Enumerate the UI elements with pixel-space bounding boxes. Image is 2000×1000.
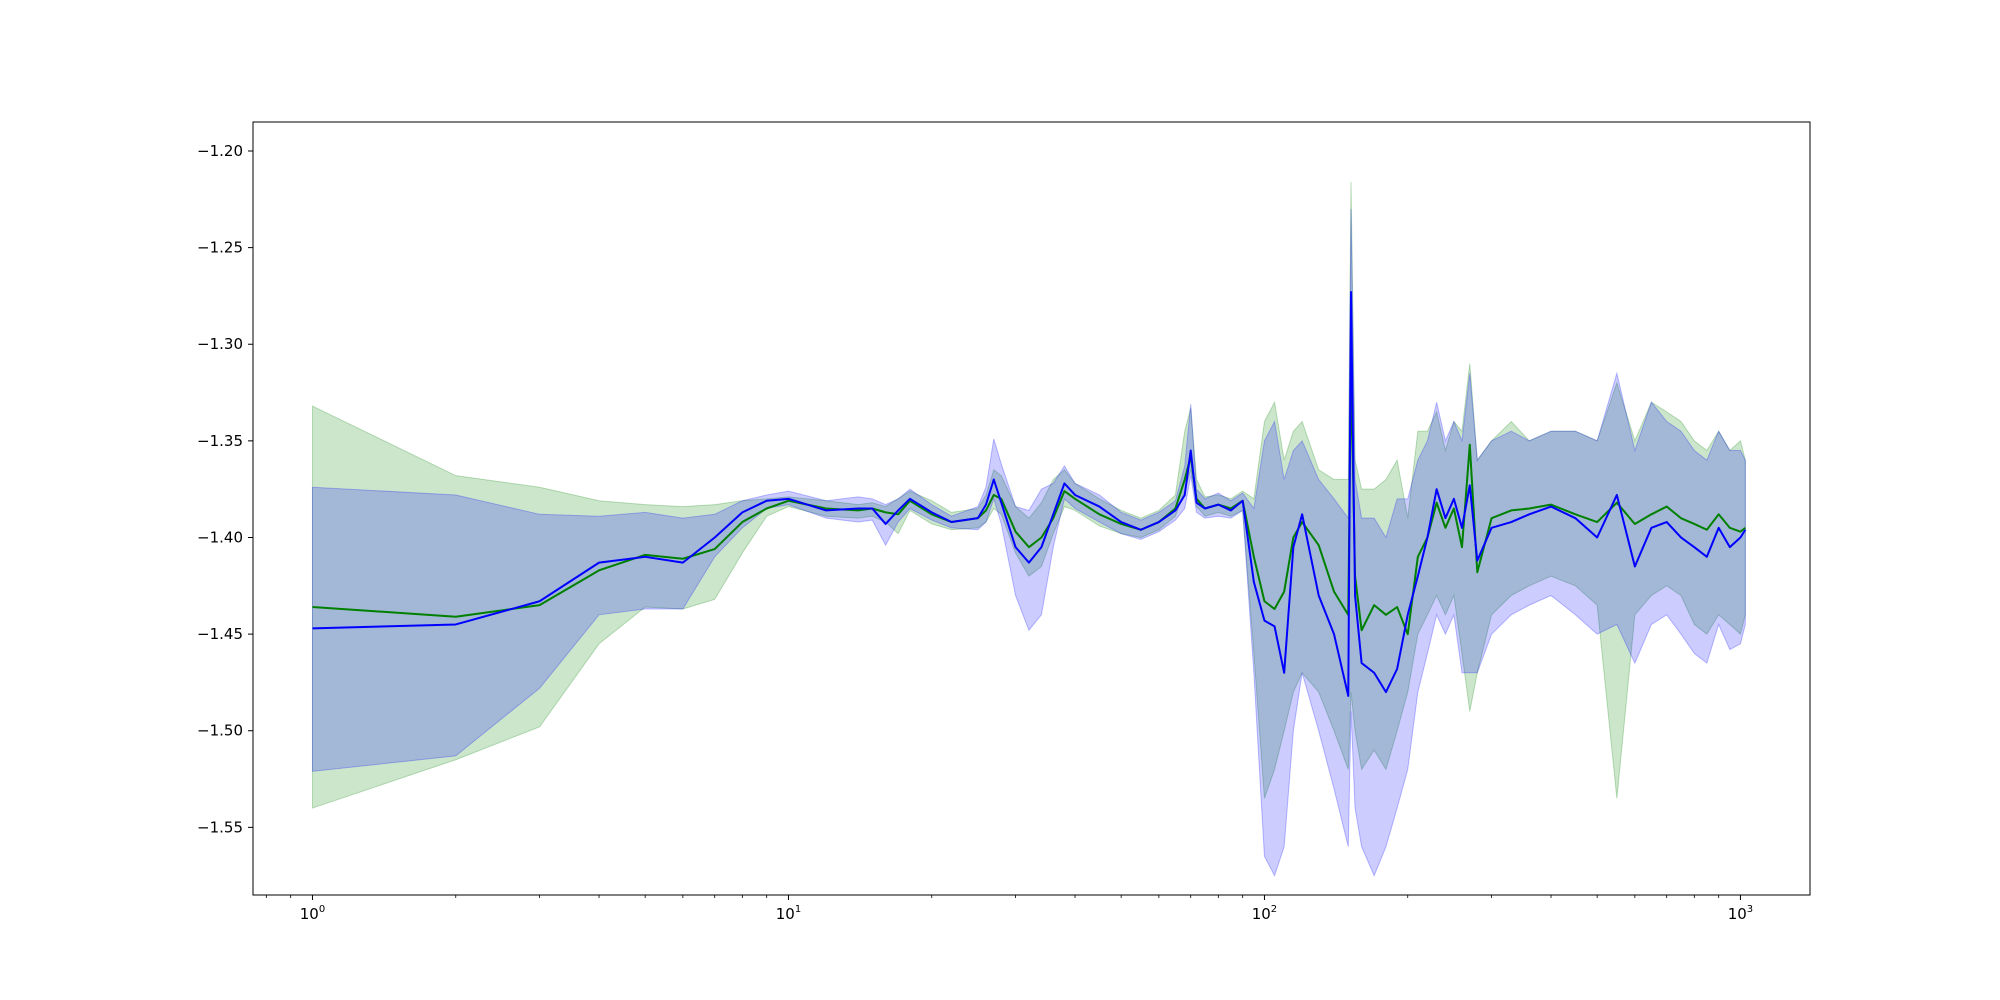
y-tick-label: −1.20 [197, 142, 243, 160]
x-tick-base: 10 [776, 905, 795, 923]
x-tick-base: 10 [1728, 905, 1747, 923]
x-tick-base: 10 [1252, 905, 1271, 923]
x-tick-exponent: 3 [1747, 904, 1753, 915]
y-tick-label: −1.35 [197, 432, 243, 450]
x-tick-exponent: 1 [795, 904, 801, 915]
y-tick-label: −1.50 [197, 722, 243, 740]
x-tick-exponent: 2 [1271, 904, 1277, 915]
x-tick-label: 100 [300, 904, 325, 923]
x-tick-label: 103 [1728, 904, 1753, 923]
series-line-2 [312, 291, 1747, 697]
confidence-band-1 [311, 181, 1746, 809]
y-tick-label: −1.25 [197, 239, 243, 257]
y-tick-label: −1.45 [197, 625, 243, 643]
confidence-band-2 [311, 208, 1746, 877]
y-tick-label: −1.55 [197, 818, 243, 836]
y-tick-label: −1.40 [197, 528, 243, 546]
x-tick-label: 101 [776, 904, 801, 923]
x-tick-exponent: 0 [319, 904, 325, 915]
x-tick-label: 102 [1252, 904, 1277, 923]
x-axis: 100 101 102 103 [265, 895, 1753, 923]
series-line-1 [312, 366, 1746, 636]
y-axis: −1.20 −1.25 −1.30 −1.35 −1.40 −1.45 −1.50 −1.55 [197, 142, 253, 836]
x-tick-base: 10 [300, 905, 319, 923]
plot-area [311, 181, 1747, 877]
y-tick-label: −1.30 [197, 335, 243, 353]
axes-frame [252, 121, 1811, 896]
